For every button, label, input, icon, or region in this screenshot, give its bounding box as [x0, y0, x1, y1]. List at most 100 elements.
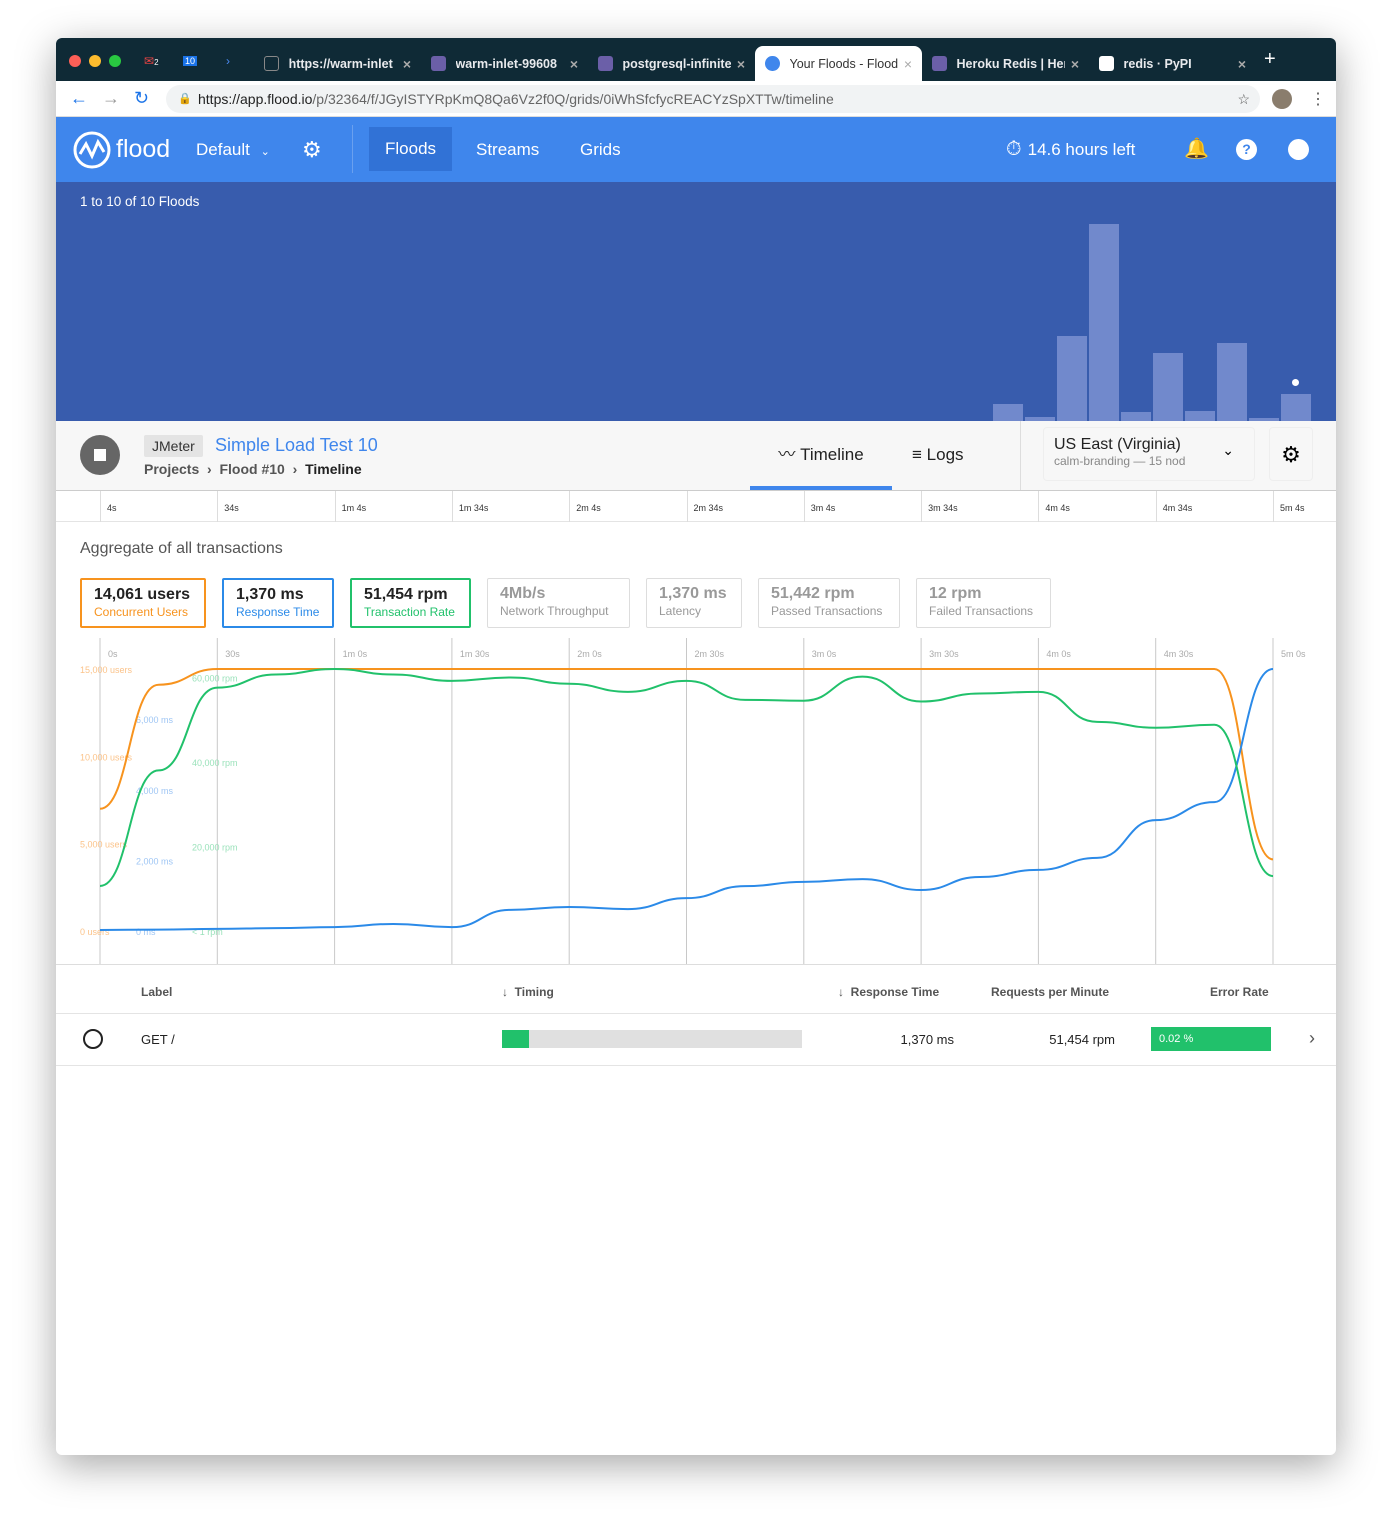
ruler-tick: 5m 4s — [1273, 491, 1305, 522]
tab-title: https://warm-inlet — [288, 56, 393, 71]
close-tab-icon[interactable]: × — [1237, 55, 1246, 72]
time-ruler[interactable]: 4s 34s 1m 4s 1m 34s 2m 4s 2m 34s 3m 4s 3m 34s 4m… — [56, 491, 1336, 522]
flood-histogram-bar[interactable] — [1281, 394, 1311, 421]
stat-label: Response Time — [236, 605, 320, 619]
flood-histogram-bar[interactable] — [993, 404, 1023, 421]
ruler-tick: 3m 4s — [803, 491, 835, 522]
browser-tab[interactable]: Heroku Redis | Her × — [922, 46, 1089, 81]
browser-tab[interactable]: Your Floods - Flood × — [755, 46, 922, 81]
region-selector[interactable]: US East (Virginia) calm-branding — 15 no… — [1043, 427, 1255, 481]
flood-logo[interactable]: flood — [72, 117, 170, 182]
header-rpm[interactable]: Requests per Minute — [991, 985, 1110, 999]
flood-histogram-bar[interactable] — [1089, 224, 1119, 421]
stat-card[interactable]: 1,370 ms Latency — [646, 578, 742, 628]
y-tick-label-ms: 4,000 ms — [136, 786, 174, 796]
stat-card[interactable]: 51,454 rpm Transaction Rate — [350, 578, 471, 628]
flood-histogram-bar[interactable] — [1121, 412, 1151, 421]
flood-histogram-bar[interactable] — [1185, 411, 1215, 421]
ruler-tick: 4s — [100, 491, 117, 522]
flood-histogram-bar[interactable] — [1057, 336, 1087, 421]
y-tick-label-ms: 2,000 ms — [136, 856, 174, 866]
close-tab-icon[interactable]: × — [736, 55, 745, 72]
stop-flood-button[interactable] — [80, 435, 120, 475]
header-label[interactable]: Label — [141, 985, 173, 999]
x-tick-label: 3m 30s — [929, 649, 959, 659]
browser-tab[interactable]: postgresql-infinite × — [588, 46, 755, 81]
chevron-down-icon: ⌄ — [1222, 442, 1234, 458]
flood-histogram-bar[interactable] — [1217, 343, 1247, 421]
browser-tab[interactable]: redis · PyPI × — [1089, 46, 1256, 81]
y-tick-label-users: 5,000 users — [80, 840, 128, 850]
divider — [352, 125, 353, 173]
stat-card[interactable]: 1,370 ms Response Time — [222, 578, 334, 628]
flood-name[interactable]: Simple Load Test 10 — [215, 435, 378, 455]
table-row[interactable]: GET / 1,370 ms 51,454 rpm 0.02 % › — [56, 1013, 1336, 1066]
nav-floods[interactable]: Floods — [369, 127, 453, 171]
gmail-pinned-tab[interactable]: ✉2 — [144, 54, 159, 68]
new-tab-button[interactable]: + — [1264, 48, 1276, 70]
tab-logs[interactable]: ≡ Logs — [912, 421, 964, 489]
tab-timeline[interactable]: 〰 Timeline — [750, 421, 892, 490]
flood-histogram-bar[interactable] — [1025, 417, 1055, 421]
heroku-icon — [932, 56, 947, 71]
project-selector[interactable]: Default ⌄ — [196, 117, 270, 182]
menu-icon[interactable]: ⋮ — [1310, 91, 1326, 108]
user-account-icon[interactable] — [1288, 139, 1309, 160]
browser-window: ✉2 10 › https://warm-inlet × warm-inlet-99… — [56, 38, 1336, 1455]
close-tab-icon[interactable]: × — [569, 55, 578, 72]
x-tick-label: 5m 0s — [1281, 649, 1306, 659]
row-rpm: 51,454 rpm — [1049, 1032, 1115, 1047]
chevron-right-icon[interactable]: › — [1309, 1028, 1315, 1048]
close-tab-icon[interactable]: × — [903, 55, 912, 72]
stopwatch-icon: ⏱ — [1006, 138, 1022, 160]
forward-icon[interactable]: → — [102, 88, 120, 108]
close-tab-icon[interactable]: × — [402, 55, 411, 72]
stat-value: 1,370 ms — [659, 585, 727, 602]
notifications-bell-icon[interactable]: 🔔 — [1184, 138, 1209, 160]
y-tick-label-ms: 6,000 ms — [136, 715, 174, 725]
maximize-window-button[interactable] — [109, 55, 121, 67]
header-timing[interactable]: ↓ Timing — [502, 985, 554, 999]
back-icon[interactable]: ← — [70, 88, 88, 108]
close-window-button[interactable] — [69, 55, 81, 67]
stat-card[interactable]: 51,442 rpm Passed Transactions — [758, 578, 900, 628]
row-select-radio[interactable] — [83, 1029, 103, 1049]
url-host: https://app.flood.io — [198, 91, 313, 107]
tab-label: Logs — [926, 445, 964, 464]
x-tick-label: 0s — [108, 649, 118, 659]
lock-icon: 🔒 — [178, 93, 192, 105]
stat-card[interactable]: 12 rpm Failed Transactions — [916, 578, 1051, 628]
stat-card[interactable]: 4Mb/s Network Throughput — [487, 578, 630, 628]
breadcrumb-flood[interactable]: Flood #10 — [219, 461, 285, 477]
ruler-tick: 4m 34s — [1155, 491, 1192, 522]
current-flood-marker — [1292, 379, 1299, 386]
x-tick-label: 1m 0s — [343, 649, 368, 659]
nav-grids[interactable]: Grids — [580, 140, 621, 159]
breadcrumb-projects[interactable]: Projects — [144, 461, 200, 477]
help-icon[interactable]: ? — [1236, 139, 1257, 160]
profile-avatar[interactable] — [1272, 89, 1292, 109]
stat-value: 12 rpm — [929, 585, 982, 602]
browser-tab[interactable]: https://warm-inlet × — [254, 46, 421, 81]
url-input[interactable]: 🔒 https://app.flood.io/p/32364/f/JGyISTYR… — [166, 85, 1260, 113]
header-error-rate[interactable]: Error Rate — [1210, 985, 1269, 999]
pypi-icon — [1099, 56, 1114, 71]
terminal-pinned-tab[interactable]: › — [226, 54, 230, 68]
browser-tab[interactable]: warm-inlet-99608 × — [421, 46, 588, 81]
flood-histogram-bar[interactable] — [1153, 353, 1183, 421]
x-tick-label: 2m 30s — [695, 649, 725, 659]
flood-histogram-bar[interactable] — [1249, 418, 1279, 421]
reload-icon[interactable]: ↻ — [134, 88, 150, 108]
y-tick-label-users: 10,000 users — [80, 752, 133, 762]
bookmark-star-icon[interactable]: ☆ — [1237, 91, 1250, 107]
flood-settings-gear-icon[interactable]: ⚙ — [1269, 427, 1313, 481]
header-response-time[interactable]: ↓ Response Time — [838, 985, 940, 999]
stat-card[interactable]: 14,061 users Concurrent Users — [80, 578, 206, 628]
aggregate-title: Aggregate of all transactions — [80, 540, 283, 557]
close-tab-icon[interactable]: × — [1070, 55, 1079, 72]
settings-gear-icon[interactable]: ⚙ — [302, 137, 322, 162]
minimize-window-button[interactable] — [89, 55, 101, 67]
calendar-pinned-tab[interactable]: 10 — [183, 56, 198, 66]
floods-count: 1 to 10 of 10 Floods — [80, 194, 200, 209]
nav-streams[interactable]: Streams — [476, 140, 540, 159]
